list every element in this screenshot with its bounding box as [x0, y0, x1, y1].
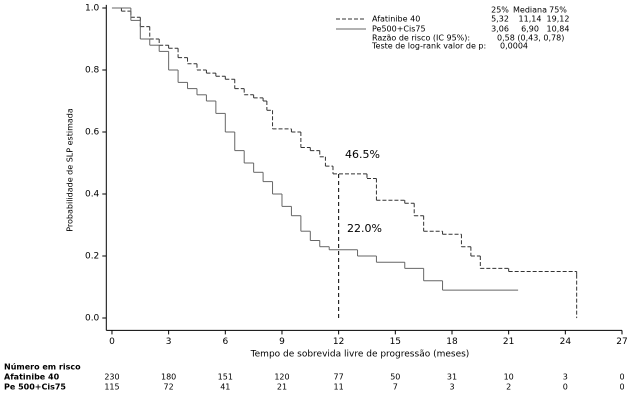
legend-label: Afatinibe 40 — [372, 15, 420, 24]
stat-value: 5,32 — [491, 15, 509, 24]
risk-value: 31 — [447, 373, 457, 382]
x-tick-label: 18 — [446, 337, 458, 347]
x-tick-label: 12 — [333, 337, 344, 347]
y-tick-label: 0.4 — [85, 190, 100, 200]
annotation: 22.0% — [347, 222, 382, 235]
x-axis-label: Tempo de sobrevida livre de progressão (… — [250, 350, 470, 360]
stat-header: Mediana — [513, 6, 547, 15]
x-tick-label: 9 — [279, 337, 285, 347]
annotation: 46.5% — [345, 148, 380, 161]
hr-value: 0,58 (0,43, 0,78) — [497, 34, 564, 43]
y-tick-label: 0.0 — [85, 314, 100, 324]
risk-value: 50 — [390, 373, 400, 382]
risk-value: 41 — [220, 383, 230, 392]
y-tick-label: 1.0 — [85, 4, 100, 14]
risk-row-label: Pe 500+Cis75 — [4, 383, 66, 392]
risk-value: 21 — [277, 383, 287, 392]
stat-value: 6,90 — [521, 25, 539, 34]
risk-title: Número em risco — [4, 363, 81, 372]
stat-value: 11,14 — [519, 15, 542, 24]
x-tick-label: 0 — [109, 337, 115, 347]
p-value: 0,0004 — [500, 42, 528, 51]
risk-value: 0 — [619, 373, 624, 382]
stat-header: 75% — [549, 6, 567, 15]
hr-label: Razão de risco (IC 95%): — [372, 34, 470, 43]
risk-value: 3 — [449, 383, 454, 392]
stat-value: 19,12 — [547, 15, 570, 24]
stat-header: 25% — [491, 6, 509, 15]
risk-value: 115 — [104, 383, 119, 392]
risk-value: 230 — [104, 373, 119, 382]
risk-value: 72 — [164, 383, 174, 392]
risk-value: 11 — [334, 383, 344, 392]
x-tick-label: 6 — [222, 337, 228, 347]
y-tick-label: 0.2 — [85, 252, 99, 262]
x-tick-label: 15 — [390, 337, 401, 347]
x-tick-label: 3 — [166, 337, 172, 347]
stat-value: 3,06 — [491, 25, 509, 34]
risk-value: 2 — [506, 383, 511, 392]
x-tick-label: 27 — [616, 337, 627, 347]
risk-value: 77 — [334, 373, 344, 382]
risk-value: 0 — [563, 383, 568, 392]
y-axis-label: Probabilidade de SLP estimada — [66, 108, 75, 232]
risk-row-label: Afatinibe 40 — [4, 373, 60, 382]
risk-value: 180 — [161, 373, 176, 382]
risk-value: 7 — [393, 383, 398, 392]
x-tick-label: 21 — [503, 337, 514, 347]
y-tick-label: 0.8 — [85, 66, 100, 76]
risk-value: 3 — [563, 373, 568, 382]
stat-value: 10,84 — [547, 25, 570, 34]
risk-value: 120 — [274, 373, 289, 382]
x-tick-label: 24 — [560, 337, 572, 347]
risk-value: 151 — [218, 373, 233, 382]
y-tick-label: 0.6 — [85, 128, 100, 138]
risk-value: 0 — [619, 383, 624, 392]
risk-value: 10 — [504, 373, 514, 382]
p-label: Teste de log-rank valor de p: — [371, 42, 486, 51]
legend-label: Pe500+Cis75 — [372, 25, 426, 34]
